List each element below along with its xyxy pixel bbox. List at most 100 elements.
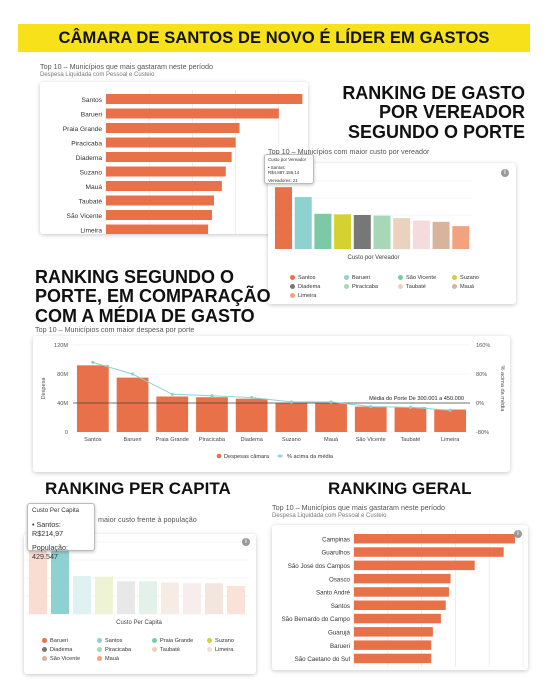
legend-swatch	[42, 647, 47, 652]
headline-porte-line2: POR VEREADOR	[378, 102, 525, 123]
bar-barueri	[294, 197, 312, 249]
category-label: São José dos Campos	[288, 563, 350, 570]
legend-label: Santos	[105, 638, 123, 644]
legend-label: Mauá	[460, 284, 474, 290]
legend-item[interactable]: Taubaté	[152, 647, 180, 653]
tooltip-title: Custo Per Capita	[32, 507, 80, 514]
info-icon[interactable]: i	[242, 538, 250, 546]
line-point	[250, 395, 254, 400]
chart-title-custo-vereador: Top 10 – Municípios com maior custo por …	[268, 147, 430, 156]
category-label: Diadema	[76, 155, 103, 162]
bar-diadema	[235, 398, 268, 432]
chart-despesa-porte: 0 40M 80M 120M -80% 0% 80% 160% Despesa % acima d…	[41, 343, 505, 460]
line-point	[289, 400, 293, 404]
bar-mauá	[412, 220, 430, 249]
category-label: Santos	[81, 97, 102, 104]
legend-swatch	[278, 454, 282, 458]
bar-são-vicente	[205, 583, 223, 614]
bar-diadema	[117, 581, 135, 614]
category-label: Barueri	[330, 643, 350, 650]
legend-item[interactable]: São Vicente	[42, 656, 80, 662]
legend-item[interactable]: Taubaté	[398, 284, 426, 290]
tooltip-line: • Santos: R$214,97	[32, 520, 64, 538]
legend-swatch	[97, 638, 102, 643]
bar-santos	[275, 187, 292, 249]
tooltip-extra: População: 429.547	[32, 543, 68, 561]
legend-item[interactable]: Praia Grande	[152, 638, 193, 644]
legend-item[interactable]: Piracicaba	[344, 284, 378, 290]
legend-label: Piracicaba	[105, 647, 132, 653]
bar-campinas	[354, 534, 515, 544]
legend-item[interactable]: Santos	[97, 638, 122, 644]
category-label: Barueri	[124, 437, 142, 443]
legend-item[interactable]: Limeira	[207, 647, 233, 653]
chart-title-top10-geral: Top 10 – Municípios que mais gastaram ne…	[272, 503, 445, 512]
bar-santos	[76, 365, 109, 432]
chart-top10-geral: Campinas Guarulhos São José dos Campos Osas…	[282, 530, 524, 667]
bar-suzano	[95, 576, 113, 614]
legend-label: Taubaté	[406, 284, 426, 290]
legend-item[interactable]: Suzano	[452, 275, 479, 281]
legend-item[interactable]: São Vicente	[398, 275, 436, 281]
line-point	[130, 372, 135, 376]
bar-diadema	[106, 152, 232, 162]
legend-item[interactable]: Santos	[290, 275, 315, 281]
headline-geral: RANKING GERAL	[328, 479, 472, 498]
headline-media-line1: RANKING SEGUNDO O	[35, 267, 235, 287]
chart-card-top10-geral: Campinas Guarulhos São José dos Campos Osas…	[272, 525, 528, 670]
category-label: Mauá	[324, 437, 339, 443]
headline-media-line3: COM A MÉDIA DE GASTO	[35, 305, 255, 326]
legend-item[interactable]: Barueri	[344, 275, 370, 281]
bar-limeira	[432, 221, 450, 249]
legend-label: Despesas câmara	[224, 454, 270, 460]
category-label: São Bernardo do Campo	[282, 616, 351, 623]
legend-item[interactable]: Mauá	[452, 284, 474, 290]
bar-piracicaba	[196, 397, 228, 432]
tooltip-line: • Santos: R$4.887.186,14	[268, 165, 300, 175]
category-label: Osasco	[329, 576, 351, 583]
headline-media: RANKING SEGUNDO O PORTE, EM COMPARAÇÃO C…	[35, 267, 275, 326]
tooltip-custo-populacao: Custo Per Capita • Santos: R$214,97 Popu…	[27, 503, 95, 561]
headline-porte-line3: SEGUNDO O PORTE	[347, 121, 525, 142]
bar-são-vicente	[314, 213, 332, 249]
legend-item[interactable]: Diadema	[290, 284, 320, 290]
bar-limeira	[106, 224, 209, 234]
bar-suzano	[334, 214, 352, 249]
bar-santos	[106, 94, 303, 104]
legend-item[interactable]: Diadema	[42, 647, 72, 653]
legend-swatch	[97, 647, 102, 652]
bar-taubaté	[161, 582, 179, 614]
bar-são-bernardo-do-campo	[354, 613, 441, 624]
bar-são-vicente	[354, 406, 387, 432]
y-tick-label: 40M	[57, 401, 68, 407]
chart-title-despesa-porte: Top 10 – Municípios com maior despesa po…	[35, 325, 195, 334]
legend-label: Barueri	[352, 275, 371, 281]
line-point	[329, 400, 333, 404]
legend-item[interactable]: Barueri	[42, 638, 68, 644]
tooltip-title: Custo por Vereador	[268, 157, 307, 162]
headline-geral-text: RANKING GERAL	[328, 479, 472, 498]
reference-label: Média do Porte De 300.001 a 450.000	[369, 396, 464, 402]
line-point	[408, 405, 413, 409]
legend-label: Praia Grande	[160, 638, 194, 644]
bar-barueri	[354, 640, 432, 650]
chart-custo-vereador: Custo por Vereador	[271, 180, 472, 261]
category-label: Limeira	[80, 227, 102, 234]
banner-title: CÂMARA DE SANTOS DE NOVO É LÍDER EM GAST…	[58, 29, 490, 47]
chart-card-custo-populacao: Custo Per Capita i Barueri Santos Praia Gr…	[24, 534, 256, 674]
legend-item[interactable]: Limeira	[290, 293, 316, 299]
bar-taubaté	[106, 195, 214, 206]
y-tick-label: 0	[65, 430, 68, 436]
bar-praia-grande	[156, 396, 189, 432]
chart-subtitle-top10-despesa: Despesa Liquidada com Pessoal e Custeio	[40, 72, 155, 78]
legend-item[interactable]: Suzano	[207, 638, 234, 644]
legend-label: São Vicente	[406, 275, 437, 281]
bar-barueri	[29, 548, 47, 614]
legend-label: Limeira	[215, 647, 234, 653]
legend-swatch	[152, 647, 157, 652]
legend-swatch	[42, 656, 47, 661]
legend-item[interactable]: Piracicaba	[97, 647, 131, 653]
legend-item[interactable]: Mauá	[97, 656, 119, 662]
info-icon[interactable]: i	[501, 169, 509, 177]
info-icon[interactable]: i	[514, 530, 522, 538]
